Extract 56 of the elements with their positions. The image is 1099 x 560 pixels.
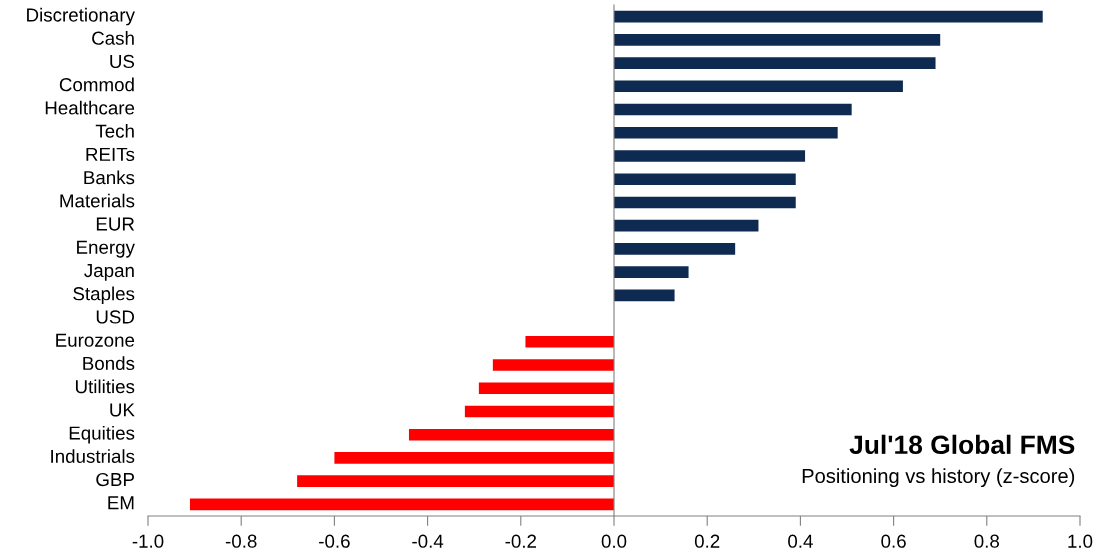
y-tick-label: Cash: [92, 31, 134, 45]
bar: [334, 452, 614, 464]
y-tick-label: UK: [110, 403, 135, 417]
y-tick-label: EM: [108, 496, 134, 510]
bar: [614, 289, 675, 302]
bar: [614, 266, 689, 278]
bar: [614, 57, 936, 69]
y-tick-label: Industrials: [51, 449, 135, 463]
y-tick-label: Banks: [84, 170, 135, 185]
x-tick-label: 0.8: [974, 534, 1000, 548]
y-tick-label: REITs: [86, 147, 135, 162]
y-tick-label: US: [110, 54, 135, 69]
bar: [492, 359, 614, 371]
x-tick-label: 0.0: [601, 534, 627, 548]
x-tick-label: -0.4: [412, 534, 444, 548]
y-tick-label: GBP: [96, 472, 134, 487]
x-tick-label: 1.0: [1068, 534, 1093, 548]
text: Positioning vs history (z-score): [802, 468, 1075, 488]
y-tick-label: Utilities: [75, 379, 135, 394]
bar: [614, 173, 796, 186]
bar: [614, 243, 736, 255]
x-tick-label: -0.2: [505, 534, 537, 548]
y-tick-label: Bonds: [83, 356, 135, 371]
y-tick-label: Discretionary: [27, 7, 135, 26]
bar: [614, 150, 806, 162]
y-tick-label: Eurozone: [56, 333, 135, 347]
bar: [189, 498, 614, 511]
x-tick-label: -0.6: [319, 534, 350, 548]
x-tick-label: 0.4: [788, 534, 813, 548]
bar: [478, 382, 614, 395]
bar: [614, 10, 1043, 23]
bar: [614, 126, 838, 139]
bar: [525, 335, 614, 348]
x-tick-label: -1.0: [132, 534, 164, 548]
y-tick-label: Materials: [60, 193, 135, 208]
bar: [614, 219, 759, 232]
bar: [408, 428, 614, 441]
y-tick-label: Staples: [73, 286, 135, 305]
bar: [614, 80, 903, 93]
text: Jul'18 Global FMS: [849, 434, 1075, 455]
bar: [464, 405, 614, 418]
bar: [614, 196, 796, 209]
y-tick-label: Japan: [84, 264, 134, 281]
bar: [614, 103, 852, 116]
y-tick-label: Equities: [69, 425, 135, 444]
x-tick-label: -0.8: [225, 534, 257, 548]
y-tick-label: Commod: [59, 77, 134, 92]
x-tick-label: 0.2: [694, 534, 720, 548]
x-tick-label: 0.6: [881, 534, 906, 548]
y-tick-label: Healthcare: [45, 100, 135, 115]
bar: [297, 475, 614, 487]
bar: [614, 34, 941, 46]
y-tick-label: Energy: [77, 240, 135, 258]
y-tick-label: EUR: [96, 217, 135, 231]
y-tick-label: USD: [96, 310, 135, 324]
y-tick-label: Tech: [95, 124, 134, 138]
